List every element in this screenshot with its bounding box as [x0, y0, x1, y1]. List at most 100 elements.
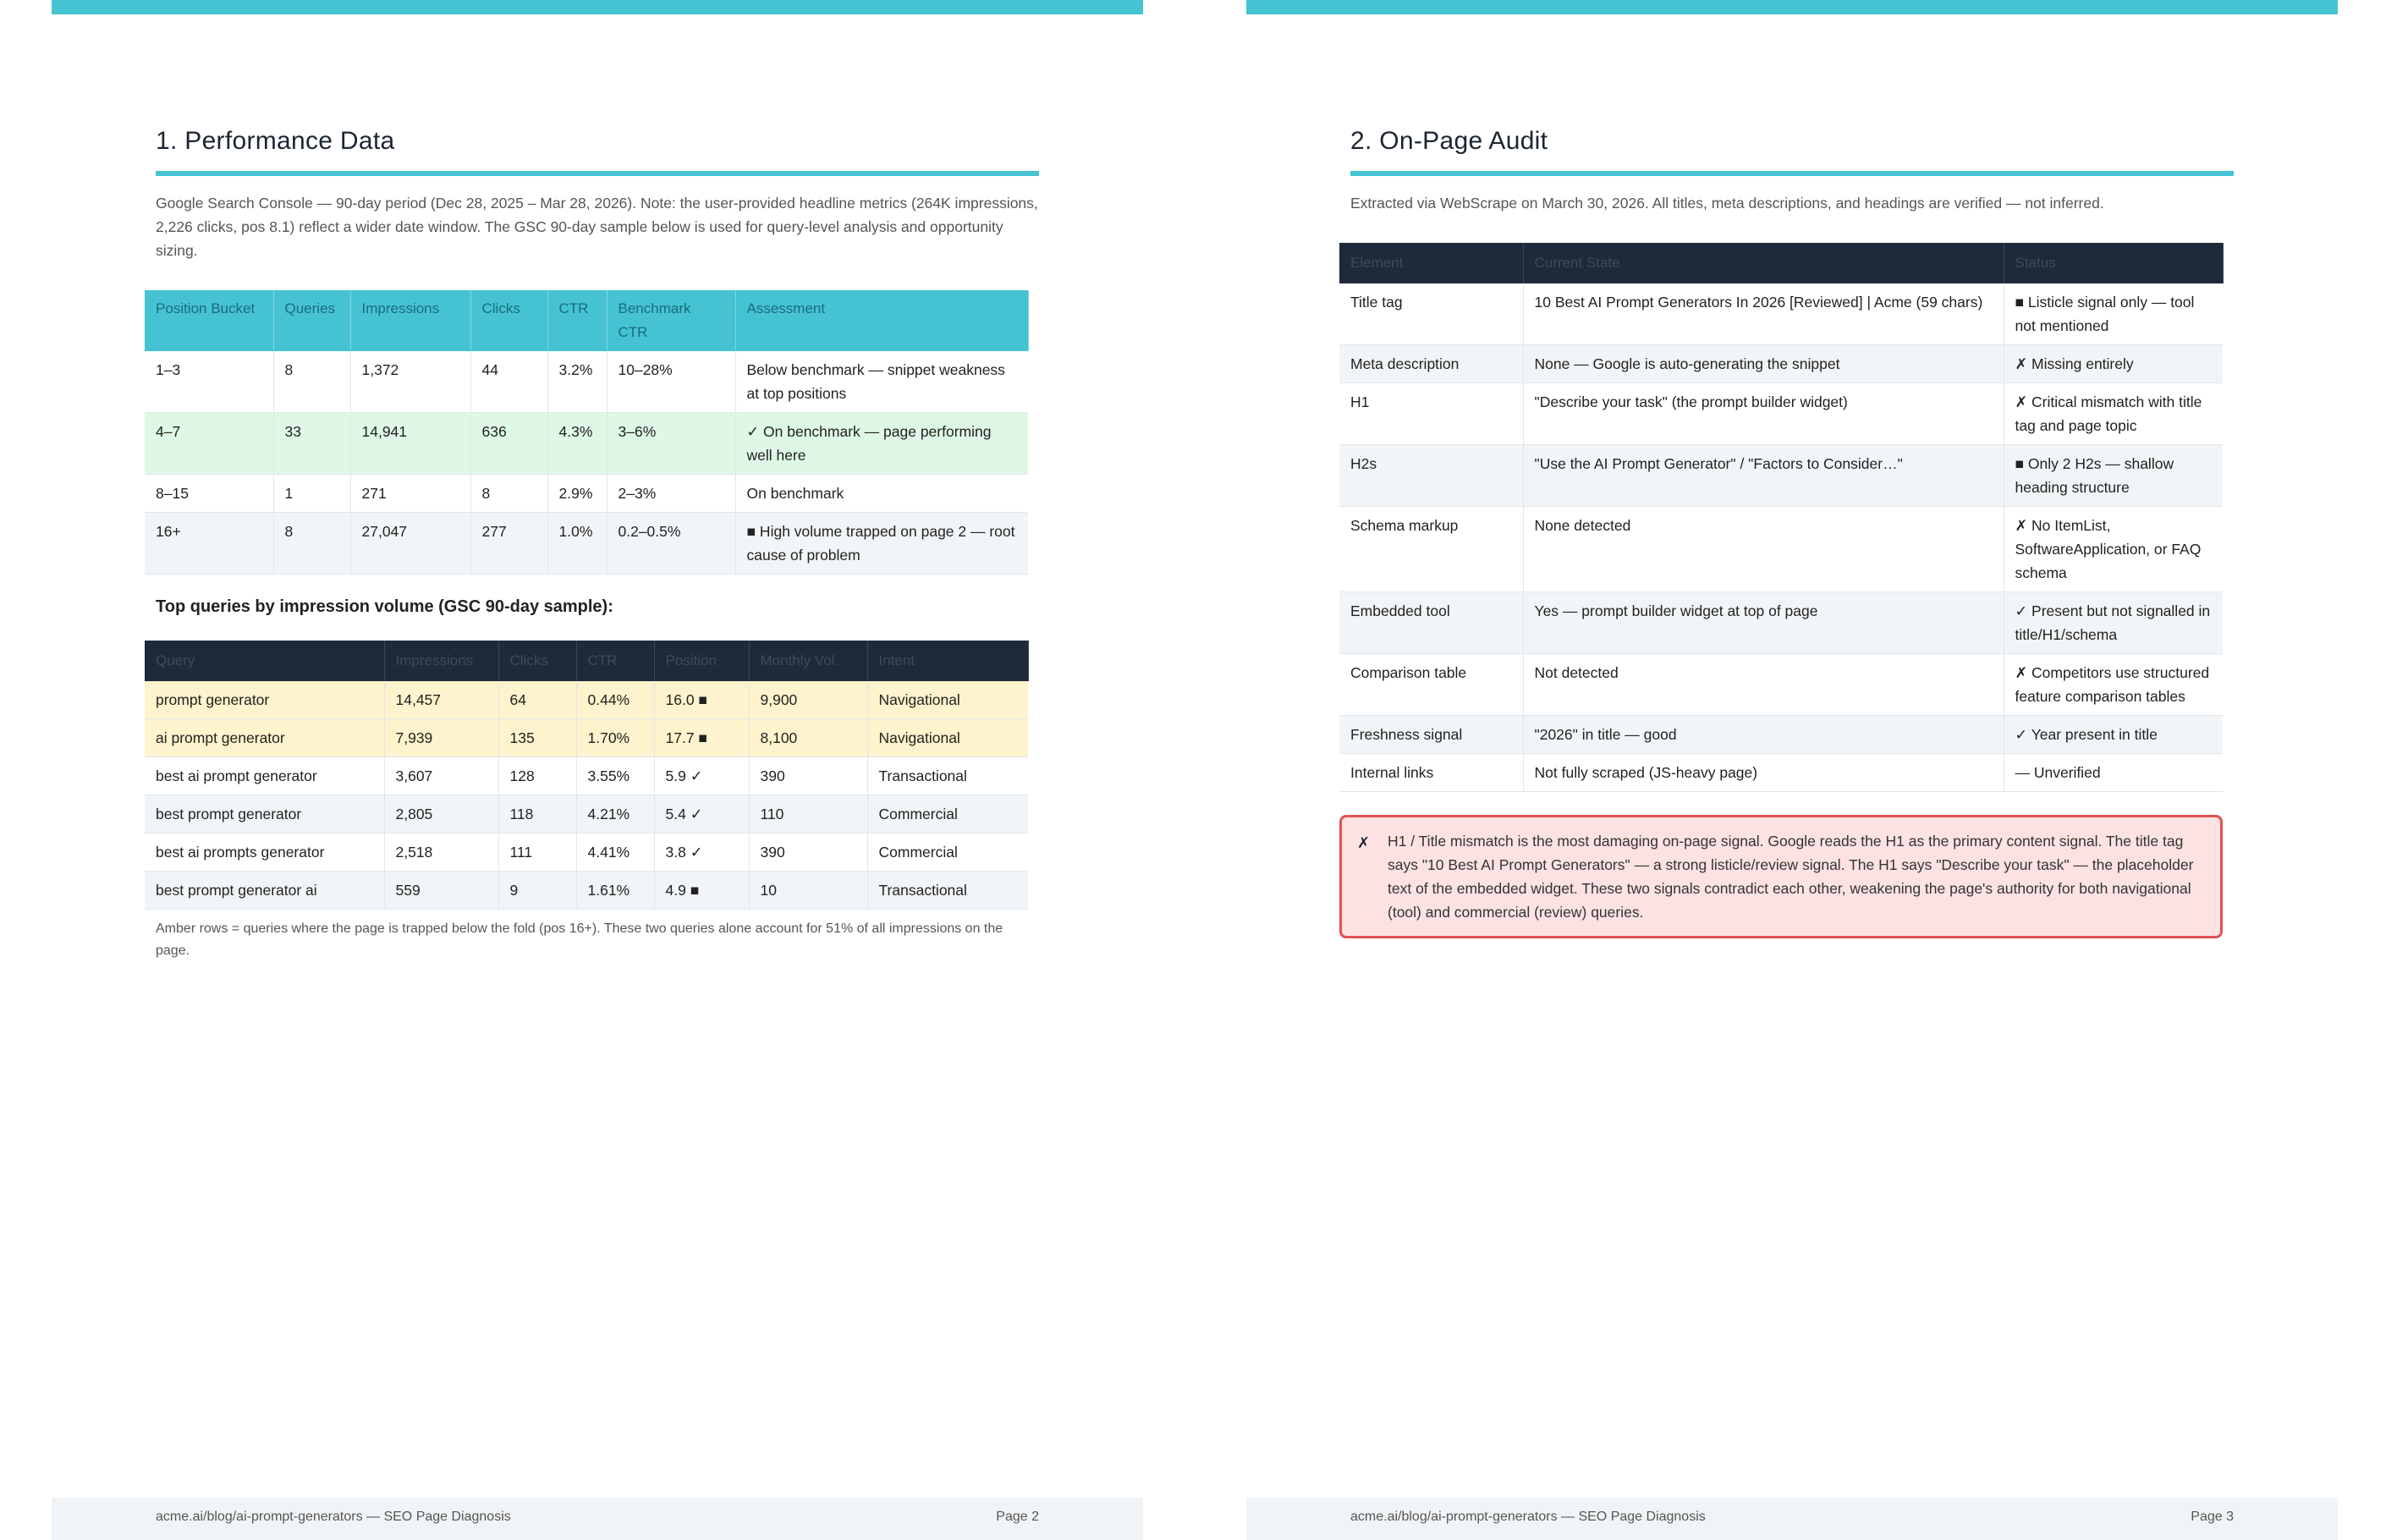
table-cell: 5.9 ✓: [654, 756, 750, 795]
table-cell: Navigational: [867, 718, 1028, 757]
page-content: 1. Performance Data Google Search Consol…: [145, 123, 1039, 962]
table-cell: 14,457: [384, 681, 499, 719]
table-cell: 8: [273, 351, 351, 413]
table-cell: 27,047: [350, 512, 471, 575]
column-header: Impressions: [350, 290, 471, 351]
table-cell: Embedded tool: [1339, 591, 1524, 654]
table-row: best prompt generator ai 559 9 1.61% 4.9…: [145, 871, 1028, 910]
table-cell: 4.41%: [576, 833, 655, 872]
table-cell: 8: [273, 512, 351, 575]
table-cell: 0.44%: [576, 681, 655, 719]
table-cell: Transactional: [867, 871, 1028, 910]
table-header-row: Position Bucket Queries Impressions Clic…: [145, 290, 1029, 351]
table-cell: 0.2–0.5%: [607, 512, 736, 575]
table-cell: Internal links: [1339, 753, 1524, 792]
table-cell: Schema markup: [1339, 506, 1524, 592]
critical-alert-box: ✗ H1 / Title mismatch is the most damagi…: [1339, 815, 2223, 938]
table-cell: ■ High volume trapped on page 2 — root c…: [735, 512, 1028, 575]
table-cell: 135: [498, 718, 577, 757]
table-cell: Commercial: [867, 833, 1028, 872]
table-cell: Not fully scraped (JS-heavy page): [1523, 753, 2004, 792]
table-row: best prompt generator 2,805 118 4.21% 5.…: [145, 795, 1028, 833]
page-footer: acme.ai/blog/ai-prompt-generators — SEO …: [52, 1498, 1143, 1540]
column-header: Clicks: [470, 290, 548, 351]
table-cell: ✗ Missing entirely: [2004, 344, 2223, 383]
table-cell: 559: [384, 871, 499, 910]
column-header: Position: [654, 641, 750, 681]
intro-paragraph: Extracted via WebScrape on March 30, 202…: [1350, 195, 2104, 212]
on-page-audit-table: Element Current State Status Title tag 1…: [1339, 243, 2224, 792]
footer-page-number: Page 2: [996, 1510, 1039, 1524]
table-cell: best prompt generator ai: [145, 871, 385, 910]
table-cell: 4.9 ■: [654, 871, 750, 910]
table-row: Freshness signal "2026" in title — good …: [1339, 715, 2223, 754]
table-cell: 1: [273, 474, 351, 513]
table-cell: 64: [498, 681, 577, 719]
table-cell: 2,805: [384, 795, 499, 833]
column-header: Impressions: [384, 641, 499, 681]
table-row: 4–7 33 14,941 636 4.3% 3–6% ✓ On benchma…: [145, 412, 1028, 475]
table-cell: 10: [749, 871, 868, 910]
table-cell: 277: [470, 512, 548, 575]
table-cell: 1.70%: [576, 718, 655, 757]
table-footnote: Amber rows = queries where the page is t…: [156, 921, 1003, 958]
table-cell: Comparison table: [1339, 653, 1524, 716]
table-cell: 10–28%: [607, 351, 736, 413]
table-cell: Not detected: [1523, 653, 2004, 716]
section-heading: 1. Performance Data: [156, 127, 395, 155]
table-cell: best prompt generator: [145, 795, 385, 833]
table-row: 1–3 8 1,372 44 3.2% 10–28% Below benchma…: [145, 351, 1028, 413]
column-header: CTR: [547, 290, 607, 351]
table-cell: ai prompt generator: [145, 718, 385, 757]
page-3: 2. On-Page Audit Extracted via WebScrape…: [1246, 0, 2338, 1540]
table-cell: Meta description: [1339, 344, 1524, 383]
table-row: Internal links Not fully scraped (JS-hea…: [1339, 753, 2223, 792]
table-cell: 8: [470, 474, 548, 513]
heading-underline: [1350, 171, 2234, 176]
table-cell: ✓ On benchmark — page performing well he…: [735, 412, 1028, 475]
table-cell: 4.21%: [576, 795, 655, 833]
cross-icon: ✗: [1357, 834, 1371, 851]
table-cell: 271: [350, 474, 471, 513]
table-cell: "Describe your task" (the prompt builder…: [1523, 382, 2004, 445]
table-cell: Navigational: [867, 681, 1028, 719]
table-cell: ✗ Competitors use structured feature com…: [2004, 653, 2223, 716]
table-cell: 636: [470, 412, 548, 475]
column-header: Monthly Vol.: [749, 641, 868, 681]
column-header: Benchmark CTR: [607, 290, 736, 351]
table-row: ai prompt generator 7,939 135 1.70% 17.7…: [145, 718, 1028, 757]
table-cell: H2s: [1339, 444, 1524, 507]
table-cell: 1–3: [145, 351, 274, 413]
table-cell: 3,607: [384, 756, 499, 795]
table-cell: ■ Listicle signal only — tool not mentio…: [2004, 283, 2223, 345]
table-cell: 2.9%: [547, 474, 607, 513]
table-row: 16+ 8 27,047 277 1.0% 0.2–0.5% ■ High vo…: [145, 512, 1028, 575]
intro-paragraph: Google Search Console — 90-day period (D…: [156, 195, 1038, 259]
table-cell: 390: [749, 833, 868, 872]
table-cell: Transactional: [867, 756, 1028, 795]
column-header: Clicks: [498, 641, 577, 681]
table-cell: — Unverified: [2004, 753, 2223, 792]
table-cell: 3–6%: [607, 412, 736, 475]
table-cell: 17.7 ■: [654, 718, 750, 757]
table-cell: 9,900: [749, 681, 868, 719]
page-top-accent-bar: [52, 0, 1143, 14]
table-cell: H1: [1339, 382, 1524, 445]
table-cell: 8–15: [145, 474, 274, 513]
table-cell: Commercial: [867, 795, 1028, 833]
table-row: best ai prompt generator 3,607 128 3.55%…: [145, 756, 1028, 795]
column-header: Intent: [867, 641, 1029, 681]
column-header: Query: [145, 641, 385, 681]
footer-document-title: acme.ai/blog/ai-prompt-generators — SEO …: [156, 1510, 511, 1524]
table-cell: 1.61%: [576, 871, 655, 910]
table-cell: Title tag: [1339, 283, 1524, 345]
table-cell: 4–7: [145, 412, 274, 475]
column-header: Current State: [1523, 243, 2004, 283]
table-cell: 128: [498, 756, 577, 795]
table-cell: best ai prompt generator: [145, 756, 385, 795]
column-header: Status: [2004, 243, 2224, 283]
page-top-accent-bar: [1246, 0, 2338, 14]
table-cell: "2026" in title — good: [1523, 715, 2004, 754]
table-cell: 10 Best AI Prompt Generators In 2026 [Re…: [1523, 283, 2004, 345]
heading-underline: [156, 171, 1039, 176]
